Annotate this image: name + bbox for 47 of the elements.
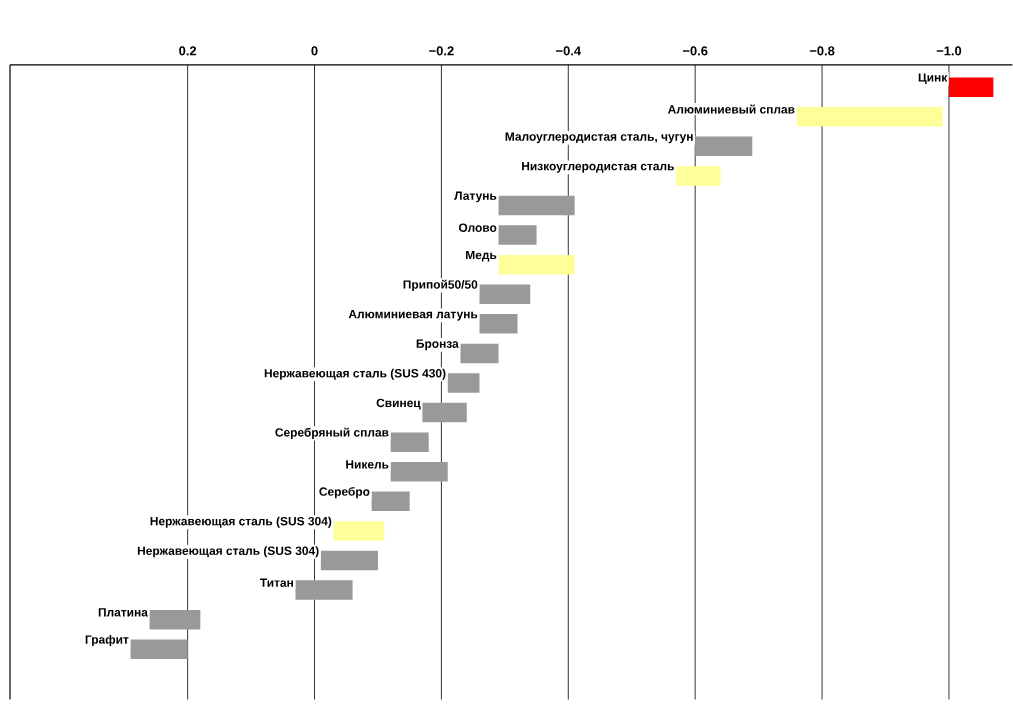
y-tick-label: Серебряный сплав <box>275 427 389 440</box>
y-tick-label: Нержавеющая сталь (SUS 304) <box>137 546 319 558</box>
y-tick-label: Низкоуглеродистая сталь <box>522 162 674 173</box>
y-tick-label: Олово <box>458 223 497 233</box>
y-tick-label: Латунь <box>454 191 497 203</box>
bar <box>498 195 575 216</box>
x-tick-label: −0.6 <box>682 46 708 56</box>
y-tick-label: Медь <box>466 251 497 262</box>
x-tick-label: 0.2 <box>179 46 197 56</box>
x-tick-label: −0.2 <box>429 46 454 56</box>
y-tick-label: Графит <box>85 635 129 647</box>
x-tick-label: −1.0 <box>936 46 962 56</box>
y-tick-label: Нержавеющая сталь (SUS 430) <box>264 368 446 381</box>
y-tick-label: Серебро <box>319 487 370 499</box>
bar <box>479 284 531 305</box>
y-tick-label: Никель <box>346 460 389 469</box>
bar <box>333 521 385 541</box>
x-tick-label: 0 <box>311 46 318 56</box>
bar <box>498 255 575 275</box>
bar <box>676 166 721 186</box>
x-tick-label: −0.4 <box>556 46 581 56</box>
y-tick-label: Цинк <box>918 73 948 85</box>
bar <box>796 107 943 127</box>
y-tick-label: Бронза <box>416 339 459 351</box>
y-tick-label: Алюминиевая латунь <box>348 310 478 321</box>
bar <box>130 639 188 660</box>
y-tick-label: Нержавеющая сталь (SUS 304) <box>150 516 332 528</box>
y-tick-label: Припой50/50 <box>403 279 478 292</box>
y-tick-label: Платина <box>98 608 148 617</box>
bar <box>479 314 518 334</box>
bar <box>320 550 378 571</box>
bar <box>498 225 537 246</box>
bar <box>295 580 353 601</box>
y-tick-label: Малоуглеродистая сталь, чугун <box>505 132 693 144</box>
y-tick-label: Свинец <box>376 398 421 410</box>
bar <box>447 373 480 393</box>
bar <box>695 136 753 157</box>
x-tick-label: −0.8 <box>809 46 835 56</box>
bar <box>948 77 994 98</box>
bar <box>390 462 448 482</box>
y-tick-label: Титан <box>260 578 293 588</box>
bar <box>371 491 410 512</box>
bar <box>149 610 201 630</box>
y-tick-label: Алюминиевый сплав <box>667 104 795 114</box>
bar <box>390 432 429 453</box>
bar <box>460 343 499 364</box>
bar <box>422 403 467 423</box>
